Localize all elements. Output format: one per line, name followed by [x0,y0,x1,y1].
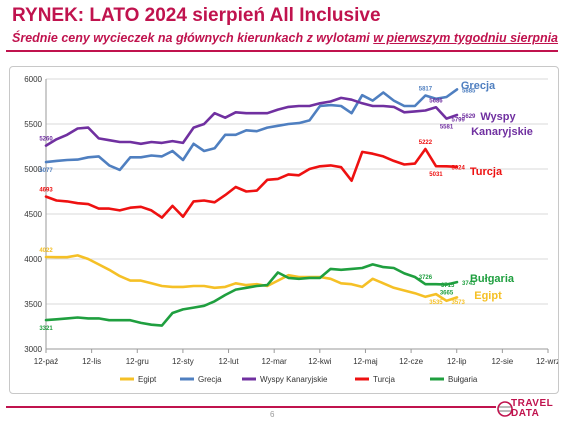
legend-entry: Bułgaria [448,375,478,384]
legend-entry: Grecja [198,375,222,384]
x-tick-label: 12-kwi [308,357,331,366]
data-label: 5222 [419,140,433,146]
data-label: 3321 [39,326,53,332]
legend-entry: Turcja [373,375,395,384]
x-tick-label: 12-wrz [536,357,558,366]
x-tick-label: 12-mar [262,357,288,366]
price-line-chart: 3000 3500 4000 4500 5000 5500 6000 12-paź 12-lis… [24,75,558,384]
data-label: 5885 [462,88,476,94]
header-rule [6,50,558,52]
data-label: 5581 [440,125,454,131]
page-subtitle: Średnie ceny wycieczek na głównych kieru… [12,31,558,45]
series-line-egipt [44,254,459,303]
x-tick-label: 12-cze [399,357,424,366]
logo-text-top: TRAVEL [511,398,554,409]
x-tick-label: 12-lis [82,357,101,366]
series-name-label: Egipt [474,290,502,302]
y-tick-label: 5000 [24,165,42,174]
data-label: 5031 [429,172,443,178]
y-tick-label: 3000 [24,345,42,354]
x-tick-label: 12-lut [219,357,240,366]
logo-text-bottom: DATA [511,408,540,419]
footer-rule [6,406,496,408]
page-number: 6 [270,410,275,419]
x-tick-label: 12-maj [353,357,378,366]
chart-frame: 3000 3500 4000 4500 5000 5500 6000 12-paź 12-lis… [9,66,559,394]
page-title: RYNEK: LATO 2024 sierpień All Inclusive [12,5,381,26]
data-label: 5077 [39,168,53,174]
legend-entry: Egipt [138,375,157,384]
data-label: 5686 [429,98,443,104]
data-label: 3726 [419,275,433,281]
series-line-bułgaria [44,263,459,327]
y-tick-label: 5500 [24,120,42,129]
y-tick-label: 4000 [24,255,42,264]
y-tick-label: 4500 [24,210,42,219]
y-tick-label: 3500 [24,300,42,309]
subtitle-text: Średnie ceny wycieczek na głównych kieru… [12,31,374,45]
series-line-wyspy-kanaryjskie [44,96,459,147]
data-label: 5024 [452,165,466,171]
travel-data-logo: TRAVEL DATA [497,396,559,422]
series-name-label: Wyspy [480,111,516,123]
data-label: 5799 [452,118,466,124]
subtitle-underlined: w pierwszym tygodniu sierpnia [373,31,559,45]
x-tick-label: 12-lip [447,357,467,366]
x-tick-label: 12-gru [126,357,149,366]
data-label: 3715 [441,283,455,289]
data-label: 3665 [440,291,454,297]
legend-entry: Wyspy Kanaryjskie [260,375,328,384]
data-label: 3535 [429,300,443,306]
series-name-label: Grecja [461,80,496,92]
series-line-turcja [44,147,459,219]
x-tick-label: 12-sty [172,357,194,366]
series-line-grecja [44,88,459,172]
data-label: 4022 [39,248,53,254]
data-label: 5817 [419,86,433,92]
series-name-label: Turcja [470,166,503,178]
series-name-label: Bułgaria [470,273,515,285]
x-tick-label: 12-paź [34,357,58,366]
x-tick-label: 12-sie [491,357,513,366]
data-label: 3743 [462,281,476,287]
logo-globe-icon [497,401,513,417]
y-tick-label: 6000 [24,75,42,84]
series-name-label: Kanaryjskie [471,126,533,138]
data-label: 5260 [39,137,53,143]
data-label: 4693 [39,188,53,194]
data-label: 5629 [462,114,476,120]
data-label: 3573 [452,300,466,306]
